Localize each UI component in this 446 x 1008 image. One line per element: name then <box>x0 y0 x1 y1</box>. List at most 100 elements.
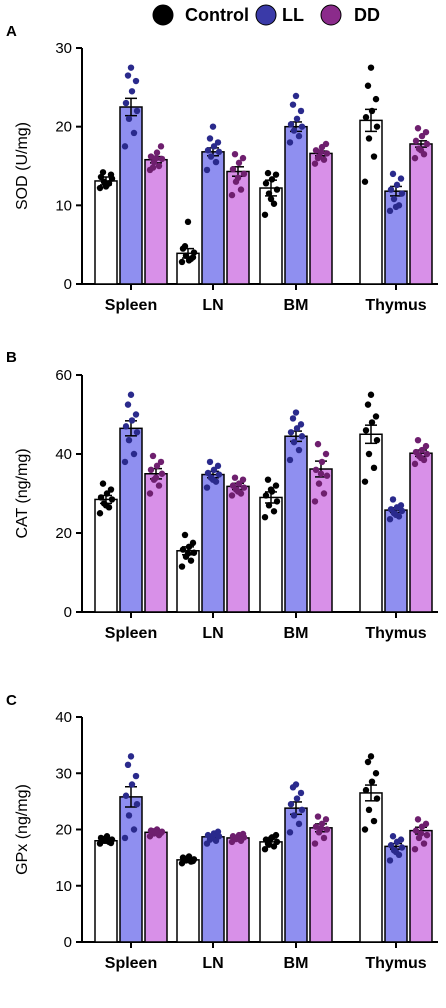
data-point-dd <box>422 128 430 136</box>
data-point-ll <box>133 107 141 115</box>
bar-control-thymus <box>359 119 383 285</box>
data-point-control <box>361 178 369 185</box>
data-point-control <box>365 450 373 458</box>
data-point-control <box>181 531 189 539</box>
data-point-control <box>182 252 190 259</box>
bar-ll-ln <box>201 473 225 613</box>
y-tick-label: 60 <box>55 367 72 384</box>
data-point-control <box>367 391 375 398</box>
data-point-ll <box>386 515 394 523</box>
data-point-ll <box>206 458 214 466</box>
y-axis-title: SOD (U/mg) <box>14 122 31 210</box>
data-point-ll <box>121 834 129 842</box>
data-point-ll <box>287 429 295 436</box>
data-point-ll <box>392 511 400 519</box>
data-point-ll <box>207 153 215 160</box>
bar-dd-ln <box>226 170 250 285</box>
bar-control-spleen <box>94 498 118 613</box>
bar-control-ln <box>176 859 200 943</box>
chart-panel-b: B CAT (ng/mg) 0 20 40 60 Spleen LN BM Thymus <box>6 349 438 642</box>
data-point-control <box>190 549 198 556</box>
data-point-dd <box>228 492 236 499</box>
data-point-dd <box>239 830 247 838</box>
data-point-control <box>364 758 372 766</box>
data-point-ll <box>389 496 397 503</box>
data-point-ll <box>397 836 405 843</box>
data-point-control <box>368 107 376 115</box>
data-point-dd <box>231 474 239 481</box>
data-point-dd <box>311 498 319 505</box>
y-tick-label: 0 <box>64 604 72 621</box>
data-point-ll <box>287 800 295 808</box>
data-point-control <box>270 843 278 850</box>
data-point-control <box>107 839 115 847</box>
bar-dd-ln <box>226 837 250 943</box>
data-point-control <box>102 502 110 509</box>
data-point-control <box>184 550 192 557</box>
data-point-ll <box>124 72 132 79</box>
data-point-ll <box>132 77 140 85</box>
data-point-dd <box>235 480 243 487</box>
data-point-ll <box>125 115 133 123</box>
data-point-dd <box>418 446 426 454</box>
data-point-control <box>273 498 281 505</box>
data-point-ll <box>295 446 303 454</box>
x-tick-label-bm: BM <box>284 297 309 314</box>
y-tick-label: 0 <box>64 934 72 951</box>
data-point-ll <box>122 792 130 799</box>
data-point-control <box>272 831 280 839</box>
data-point-control <box>99 480 107 487</box>
y-tick-label: 30 <box>55 40 72 57</box>
data-point-ll <box>215 471 223 478</box>
data-point-control <box>267 195 275 203</box>
data-point-ll <box>121 143 129 150</box>
data-point-ll <box>386 207 394 215</box>
data-point-dd <box>239 476 247 483</box>
data-point-ll <box>392 203 400 211</box>
data-point-ll <box>132 411 140 418</box>
data-point-control <box>181 243 189 250</box>
data-point-dd <box>412 448 420 456</box>
data-point-dd <box>323 472 331 479</box>
data-point-ll <box>214 139 222 146</box>
data-point-ll <box>397 175 405 182</box>
data-point-ll <box>133 800 141 808</box>
legend-marker-control <box>152 4 174 26</box>
data-point-ll <box>393 181 401 189</box>
data-point-ll <box>287 121 295 128</box>
data-point-dd <box>234 488 242 495</box>
data-point-control <box>262 180 270 187</box>
data-point-dd <box>411 154 419 162</box>
data-point-dd <box>317 470 325 477</box>
data-point-ll <box>295 820 303 828</box>
data-point-dd <box>323 826 331 833</box>
data-point-control <box>362 786 370 794</box>
bar-ll-spleen <box>119 427 143 613</box>
data-point-ll <box>295 132 303 140</box>
data-point-dd <box>229 482 237 489</box>
data-point-ll <box>130 450 138 458</box>
bar-dd-spleen <box>144 831 168 943</box>
data-point-ll <box>293 115 301 123</box>
data-point-ll <box>128 417 136 424</box>
data-point-dd <box>323 150 331 157</box>
bar-ll-ln <box>201 836 225 943</box>
data-point-ll <box>386 857 394 864</box>
data-point-dd <box>320 834 328 842</box>
data-point-ll <box>124 401 132 408</box>
data-point-dd <box>422 820 430 828</box>
data-point-ll <box>290 438 298 446</box>
data-point-dd <box>412 137 420 145</box>
data-point-control <box>265 502 273 509</box>
bar-dd-bm <box>309 468 333 613</box>
legend-label-dd: DD <box>354 5 380 25</box>
data-point-ll <box>125 812 133 819</box>
data-point-dd <box>423 140 431 148</box>
data-point-control <box>272 171 280 178</box>
data-point-control <box>264 169 272 177</box>
x-tick-label-bm: BM <box>284 955 309 972</box>
data-point-control <box>361 826 369 833</box>
bar-control-spleen <box>94 180 118 285</box>
data-point-ll <box>122 99 130 107</box>
data-point-ll <box>286 829 294 836</box>
